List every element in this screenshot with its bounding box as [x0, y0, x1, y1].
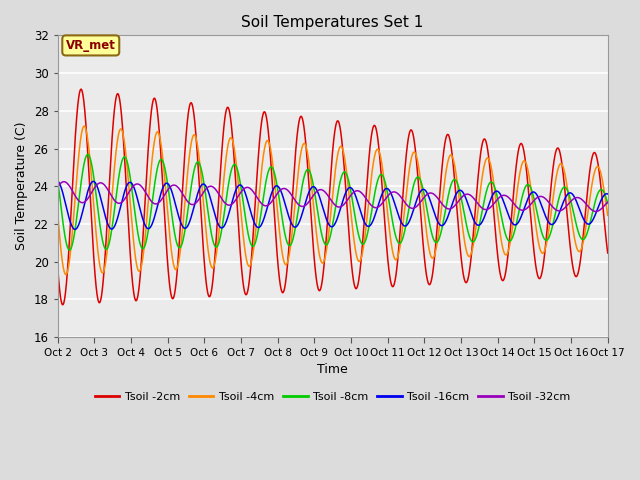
Tsoil -4cm	[54, 208, 61, 214]
Y-axis label: Soil Temperature (C): Soil Temperature (C)	[15, 122, 28, 251]
Tsoil -16cm	[54, 178, 61, 184]
Line: Tsoil -8cm: Tsoil -8cm	[58, 155, 608, 250]
Tsoil -4cm	[593, 164, 601, 169]
Tsoil -2cm	[77, 86, 85, 92]
Tsoil -8cm	[117, 163, 125, 169]
Tsoil -2cm	[59, 302, 67, 308]
Tsoil -32cm	[289, 193, 296, 199]
Tsoil -4cm	[289, 224, 296, 230]
Tsoil -4cm	[62, 272, 70, 277]
Tsoil -8cm	[54, 176, 61, 182]
Tsoil -8cm	[604, 201, 612, 206]
Tsoil -32cm	[534, 194, 541, 200]
Tsoil -16cm	[149, 218, 157, 224]
Tsoil -32cm	[592, 209, 600, 215]
Tsoil -8cm	[84, 152, 92, 157]
Tsoil -4cm	[534, 237, 542, 243]
Tsoil -16cm	[71, 227, 79, 232]
Legend: Tsoil -2cm, Tsoil -4cm, Tsoil -8cm, Tsoil -16cm, Tsoil -32cm: Tsoil -2cm, Tsoil -4cm, Tsoil -8cm, Tsoi…	[90, 388, 575, 407]
Tsoil -16cm	[289, 222, 296, 228]
Line: Tsoil -4cm: Tsoil -4cm	[58, 126, 608, 275]
Tsoil -32cm	[149, 200, 157, 206]
Tsoil -8cm	[150, 191, 157, 196]
Tsoil -2cm	[289, 189, 296, 194]
Tsoil -16cm	[604, 191, 612, 197]
Tsoil -2cm	[265, 135, 273, 141]
Line: Tsoil -32cm: Tsoil -32cm	[58, 182, 608, 212]
Tsoil -2cm	[534, 274, 542, 279]
Line: Tsoil -16cm: Tsoil -16cm	[58, 181, 608, 229]
Tsoil -32cm	[265, 202, 273, 207]
Title: Soil Temperatures Set 1: Soil Temperatures Set 1	[241, 15, 424, 30]
Tsoil -16cm	[534, 193, 541, 199]
Tsoil -2cm	[593, 156, 601, 162]
Tsoil -8cm	[289, 237, 296, 243]
Tsoil -4cm	[81, 123, 88, 129]
Tsoil -2cm	[150, 97, 157, 103]
Tsoil -2cm	[604, 250, 612, 256]
Tsoil -16cm	[116, 204, 124, 210]
Tsoil -32cm	[604, 199, 612, 205]
X-axis label: Time: Time	[317, 363, 348, 376]
Tsoil -8cm	[66, 247, 74, 253]
Tsoil -8cm	[265, 167, 273, 173]
Tsoil -8cm	[593, 192, 601, 198]
Text: VR_met: VR_met	[66, 39, 116, 52]
Tsoil -32cm	[60, 179, 68, 185]
Tsoil -16cm	[593, 207, 601, 213]
Tsoil -4cm	[117, 126, 125, 132]
Tsoil -4cm	[604, 213, 612, 218]
Tsoil -2cm	[117, 104, 125, 110]
Tsoil -32cm	[116, 200, 124, 206]
Tsoil -2cm	[54, 263, 61, 268]
Tsoil -8cm	[534, 214, 542, 220]
Tsoil -16cm	[265, 200, 273, 205]
Tsoil -32cm	[593, 208, 601, 214]
Line: Tsoil -2cm: Tsoil -2cm	[58, 89, 608, 305]
Tsoil -4cm	[265, 139, 273, 145]
Tsoil -32cm	[54, 184, 61, 190]
Tsoil -4cm	[150, 146, 157, 152]
